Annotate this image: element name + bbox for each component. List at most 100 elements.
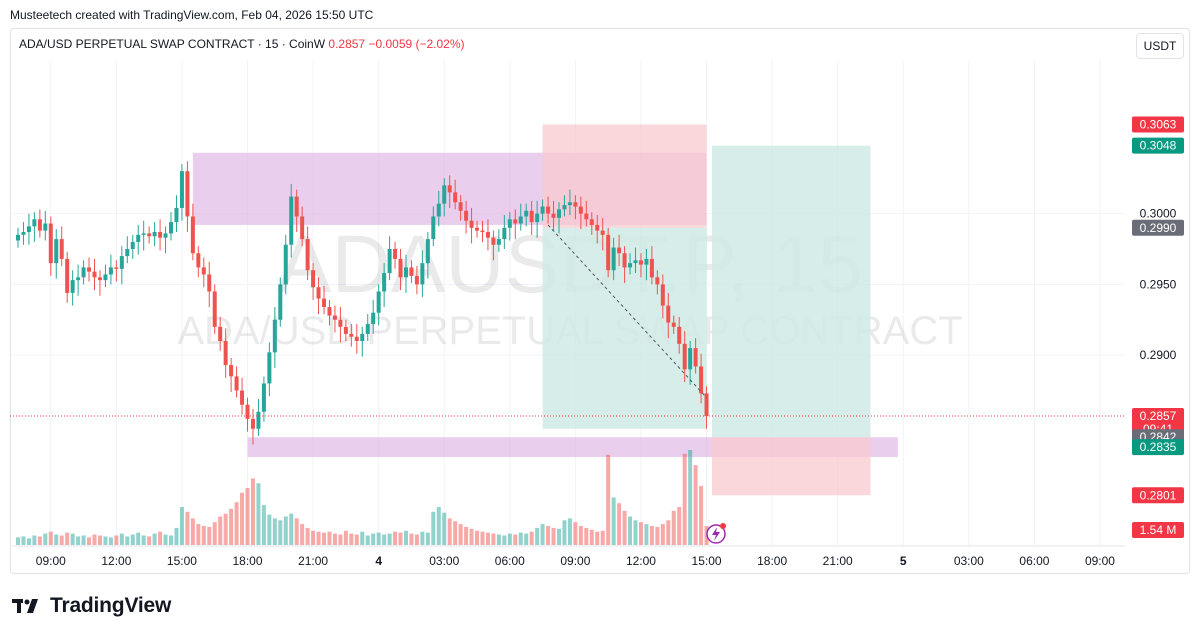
- candle-body: [125, 249, 130, 257]
- price-badge-text: 0.2835: [1140, 440, 1177, 454]
- candle-body: [37, 219, 42, 231]
- candle-body: [546, 206, 551, 214]
- candle-body: [611, 247, 616, 271]
- volume-bar: [622, 510, 627, 545]
- tradingview-logo[interactable]: TradingView: [12, 594, 171, 618]
- volume-bar: [87, 537, 92, 545]
- candle-body: [267, 352, 272, 384]
- price-label-badge: 0.2835: [1132, 439, 1184, 456]
- candle-body: [633, 260, 638, 264]
- candle-body: [595, 224, 600, 231]
- volume-bar: [119, 533, 124, 545]
- candle-body: [403, 267, 408, 278]
- time-tick-label: 09:00: [1085, 554, 1115, 568]
- volume-bar: [371, 533, 376, 545]
- candle-body: [26, 226, 31, 233]
- volume-bar: [327, 531, 332, 545]
- candle-body: [524, 210, 529, 217]
- volume-bar: [573, 522, 578, 545]
- candle-body: [234, 376, 239, 391]
- candle-body: [250, 418, 255, 429]
- candle-body: [130, 241, 135, 249]
- volume-bar: [529, 531, 534, 545]
- candle-body: [617, 247, 622, 254]
- volume-bar: [76, 536, 81, 545]
- candle-body: [349, 333, 354, 337]
- volume-bar: [43, 533, 48, 545]
- candle-body: [81, 267, 86, 278]
- candle-body: [507, 219, 512, 228]
- volume-bar: [409, 533, 414, 545]
- volume-bar: [671, 510, 676, 545]
- volume-bar: [158, 531, 163, 545]
- candle-body: [158, 232, 163, 238]
- volume-bar: [628, 516, 633, 545]
- candle-body: [261, 383, 266, 412]
- alert-icon[interactable]: [706, 523, 726, 544]
- volume-bar: [453, 521, 458, 545]
- price-badge-text: 0.3048: [1140, 139, 1177, 153]
- volume-bar: [141, 535, 146, 545]
- candle-body: [70, 280, 75, 293]
- volume-bar: [343, 530, 348, 545]
- volume-bar: [420, 531, 425, 545]
- candle-body: [289, 196, 294, 245]
- time-tick-label: 21:00: [823, 554, 853, 568]
- candle-body: [54, 239, 59, 264]
- volume-bar: [37, 536, 42, 545]
- candle-body: [354, 336, 359, 341]
- volume-bar: [403, 530, 408, 545]
- candle-body: [458, 202, 463, 211]
- price-label-badge: 0.3063: [1132, 116, 1184, 133]
- price-tick-label: 0.2950: [1140, 277, 1177, 291]
- candle-body: [699, 366, 704, 394]
- volume-bar: [179, 507, 184, 545]
- volume-bar: [595, 531, 600, 545]
- volume-bar: [436, 507, 441, 545]
- candle-body: [169, 222, 174, 234]
- volume-bar: [600, 530, 605, 545]
- volume-bar: [475, 530, 480, 545]
- candle-body: [190, 216, 195, 254]
- zone-stop: [712, 437, 871, 496]
- last-price: 0.2857: [328, 37, 366, 51]
- candle-body: [393, 249, 398, 259]
- candle-body: [32, 219, 37, 227]
- volume-bar: [240, 492, 245, 545]
- volume-bar: [655, 526, 660, 545]
- volume-bar: [108, 537, 113, 545]
- candle-body: [414, 275, 419, 285]
- volume-bar: [300, 524, 305, 545]
- candle-body: [628, 263, 633, 268]
- candle-body: [311, 270, 316, 288]
- volume-bar: [502, 535, 507, 545]
- candle-body: [97, 277, 102, 281]
- candle-body: [677, 326, 682, 344]
- price-label-badge: 0.2801: [1132, 487, 1184, 504]
- candle-body: [556, 209, 561, 218]
- volume-bar: [546, 526, 551, 545]
- volume-bar: [644, 524, 649, 545]
- currency-button[interactable]: USDT: [1136, 33, 1184, 59]
- candle-body: [136, 234, 141, 242]
- candle-body: [185, 171, 190, 217]
- volume-bar: [606, 454, 611, 545]
- candle-body: [108, 267, 113, 275]
- volume-bar: [507, 533, 512, 545]
- candle-body: [655, 277, 660, 285]
- candle-body: [147, 233, 152, 237]
- candle-body: [16, 234, 20, 241]
- price-badge-text: 0.3063: [1140, 117, 1177, 131]
- candle-body: [469, 220, 474, 228]
- volume-bar: [447, 518, 452, 545]
- volume-bar: [332, 533, 337, 545]
- volume-bar: [425, 532, 430, 545]
- candle-body: [21, 232, 26, 235]
- volume-bar: [393, 531, 398, 545]
- volume-bar: [316, 531, 321, 545]
- volume-bar: [349, 533, 354, 545]
- candle-body: [442, 185, 447, 204]
- candle-body: [179, 171, 184, 208]
